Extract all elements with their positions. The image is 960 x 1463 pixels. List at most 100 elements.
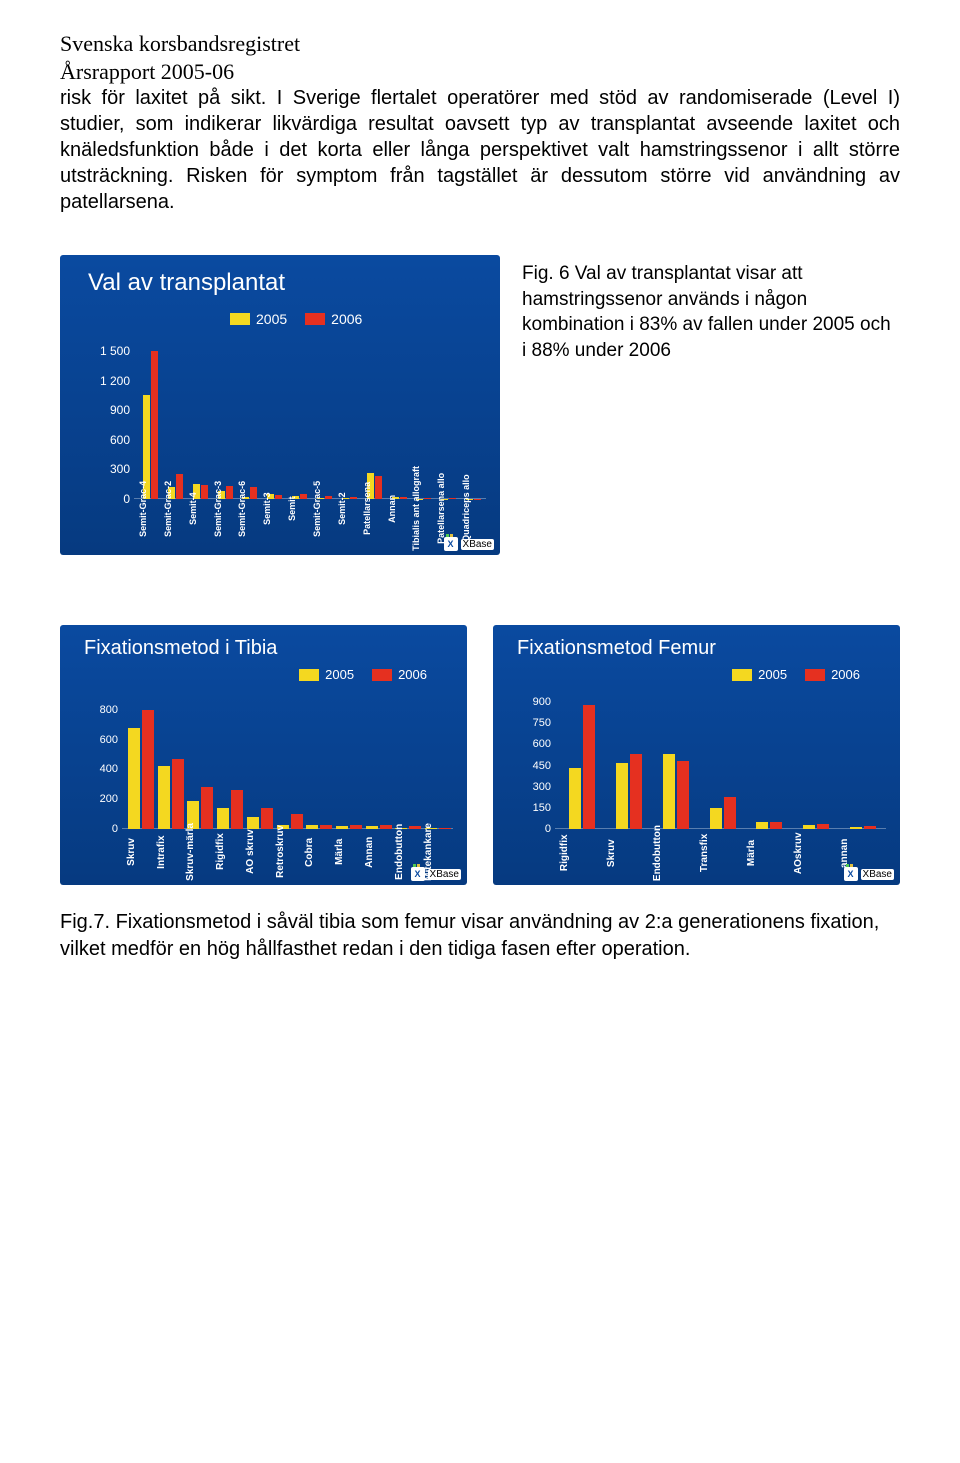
fig7b-chart: Fixationsmetod Femur 2005 2006 0 150 300 45…: [493, 625, 900, 885]
bar-group: [245, 695, 275, 829]
y-tick: 900: [533, 696, 551, 708]
x-label: Tibialis ant allograft: [411, 466, 436, 551]
bar-group: [652, 695, 699, 829]
xbase-logo: X XBase: [411, 867, 461, 881]
bar-2006: [172, 759, 184, 829]
bar-group: [126, 695, 156, 829]
legend-swatch-2005: [732, 669, 752, 681]
x-label: Annan: [364, 823, 394, 881]
y-tick: 1 500: [100, 344, 130, 358]
y-tick: 200: [100, 793, 118, 805]
x-label: Märla: [334, 823, 364, 881]
fig6-title: Val av transplantat: [88, 269, 488, 297]
xbase-icon: X: [444, 537, 458, 551]
page-header-line-2: Årsrapport 2005-06: [60, 58, 900, 86]
bar-2005: [128, 728, 140, 829]
x-label: Semit-Grac-5: [312, 466, 337, 551]
bar-group: [746, 695, 793, 829]
y-tick: 150: [533, 802, 551, 814]
xbase-icon: X: [844, 867, 858, 881]
fig7a-chart: Fixationsmetod i Tibia 2005 2006 0 200 400…: [60, 625, 467, 885]
x-label: Rigidfix: [559, 825, 606, 881]
x-label: Semit-Grac-6: [237, 466, 262, 551]
x-label: Semit-Grac-3: [213, 466, 238, 551]
legend-swatch-2006: [305, 313, 325, 325]
y-tick: 300: [110, 462, 130, 476]
y-tick: 1 200: [100, 374, 130, 388]
y-tick: 300: [533, 781, 551, 793]
legend-label-2006: 2006: [331, 311, 362, 327]
fig6-chart: Val av transplantat 2005 2006 0 300 600 900…: [60, 255, 500, 555]
x-label: Skruv: [126, 823, 156, 881]
xbase-logo: X XBase: [844, 867, 894, 881]
y-tick: 0: [545, 823, 551, 835]
x-label: Semit-3: [262, 466, 287, 551]
bar-2006: [677, 761, 689, 829]
y-tick: 600: [533, 738, 551, 750]
bar-group: [793, 695, 840, 829]
x-label: AO skruv: [245, 823, 275, 881]
xbase-logo: X XBase: [444, 537, 494, 551]
page-header-line-1: Svenska korsbandsregistret: [60, 30, 900, 58]
y-tick: 450: [533, 760, 551, 772]
legend-label-2005: 2005: [758, 667, 787, 682]
x-label: Skruv: [606, 825, 653, 881]
fig7-caption: Fig.7. Fixationsmetod i såväl tibia som …: [60, 909, 900, 963]
x-label: Skruv-märla: [185, 823, 215, 881]
x-label: Endobutton: [652, 825, 699, 881]
fig7b-title: Fixationsmetod Femur: [517, 637, 888, 660]
fig7a-legend: 2005 2006: [299, 667, 427, 682]
bar-2005: [663, 754, 675, 829]
x-label: Patellarsena: [362, 466, 387, 551]
bar-group: [304, 695, 334, 829]
bar-group: [334, 695, 364, 829]
y-tick: 900: [110, 403, 130, 417]
bar-group: [699, 695, 746, 829]
fig7b-legend: 2005 2006: [732, 667, 860, 682]
xbase-label: XBase: [461, 539, 494, 550]
legend-swatch-2006: [805, 669, 825, 681]
fig6-caption: Fig. 6 Val av transplantat visar att ham…: [522, 255, 892, 364]
fig7b-plot: 0150300450600750900 RigidfixSkruvEndobut…: [525, 695, 886, 829]
bar-2005: [158, 766, 170, 829]
bar-group: [423, 695, 453, 829]
x-label: Intrafix: [156, 823, 186, 881]
bar-group: [156, 695, 186, 829]
bar-2005: [616, 763, 628, 829]
xbase-label: XBase: [861, 869, 894, 880]
legend-swatch-2005: [230, 313, 250, 325]
bar-group: [559, 695, 606, 829]
body-paragraph: risk för laxitet på sikt. I Sverige fler…: [60, 85, 900, 215]
fig7a-title: Fixationsmetod i Tibia: [84, 637, 455, 660]
x-label: AOskruv: [793, 825, 840, 881]
legend-label-2005: 2005: [256, 311, 287, 327]
legend-swatch-2006: [372, 669, 392, 681]
x-label: Semit-Grac-4: [138, 466, 163, 551]
bar-2006: [630, 754, 642, 829]
legend-label-2006: 2006: [831, 667, 860, 682]
x-label: Märla: [746, 825, 793, 881]
x-label: Rigidfix: [215, 823, 245, 881]
y-tick: 600: [110, 433, 130, 447]
fig6-plot: 03006009001 2001 500 Semit-Grac-4Semit-G…: [98, 341, 486, 499]
y-tick: 0: [112, 823, 118, 835]
x-label: Transfix: [699, 825, 746, 881]
bar-group: [185, 695, 215, 829]
bar-group: [606, 695, 653, 829]
x-label: Annan: [387, 466, 412, 551]
y-tick: 600: [100, 734, 118, 746]
bar-2005: [569, 768, 581, 829]
x-label: Semit-Grac-2: [163, 466, 188, 551]
y-tick: 800: [100, 704, 118, 716]
legend-label-2006: 2006: [398, 667, 427, 682]
x-label: Semit: [287, 466, 312, 551]
bar-group: [215, 695, 245, 829]
bar-group: [839, 695, 886, 829]
x-label: Semit-4: [188, 466, 213, 551]
x-label: Cobra: [304, 823, 334, 881]
x-label: Semit-2: [337, 466, 362, 551]
y-tick: 0: [123, 492, 130, 506]
bar-2006: [142, 710, 154, 829]
y-tick: 400: [100, 763, 118, 775]
xbase-label: XBase: [428, 869, 461, 880]
